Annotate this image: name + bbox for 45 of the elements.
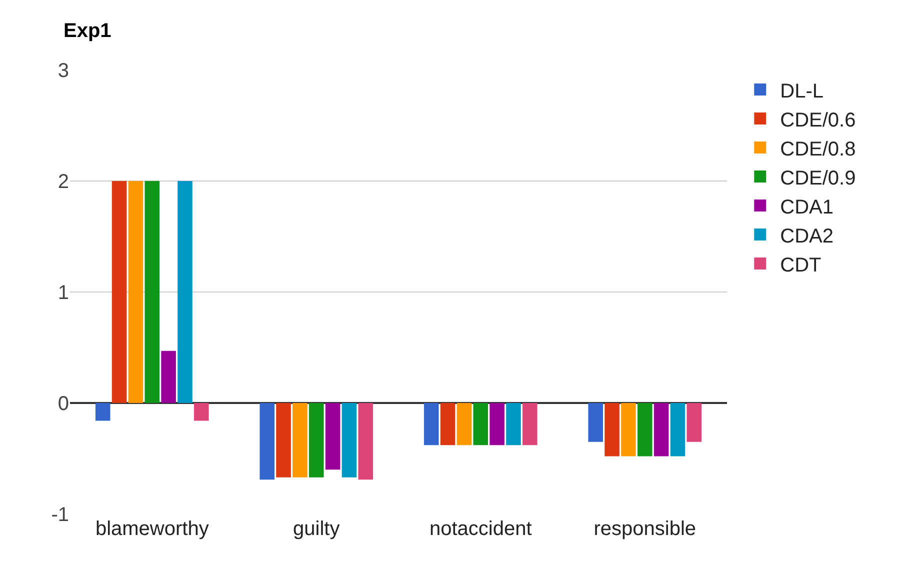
y-tick-label: 0 <box>58 393 69 415</box>
bar <box>144 181 160 403</box>
y-tick-label: 3 <box>58 60 69 82</box>
bar <box>637 403 652 456</box>
bar <box>325 403 340 470</box>
x-tick-label: blameworthy <box>95 518 209 540</box>
legend-label: CDE/0.6 <box>780 109 856 132</box>
bar <box>440 403 456 446</box>
legend-label: CDE/0.9 <box>780 167 856 190</box>
x-tick-label: responsible <box>594 518 696 540</box>
bar <box>490 403 504 446</box>
bar <box>654 403 669 456</box>
bar <box>670 403 686 456</box>
legend-label: CDA2 <box>780 225 834 248</box>
x-tick-label: guilty <box>293 518 340 540</box>
bar <box>621 403 636 456</box>
x-tick-label: notaccident <box>429 518 532 540</box>
y-tick-label: -1 <box>51 504 69 526</box>
bar <box>456 403 472 446</box>
legend-label: CDE/0.8 <box>780 138 856 160</box>
bar <box>95 403 110 421</box>
chart-title: Exp1 <box>63 20 112 42</box>
bar <box>112 181 127 403</box>
bar <box>604 403 620 456</box>
bar <box>128 181 144 403</box>
bar <box>178 181 192 403</box>
bar <box>276 403 291 478</box>
bar <box>522 403 538 446</box>
bar <box>308 403 324 478</box>
legend-label: CDT <box>780 254 822 276</box>
legend-label: DL-L <box>780 80 824 102</box>
bar <box>161 350 176 403</box>
bar <box>292 403 308 478</box>
bar <box>424 403 439 446</box>
legend-label: CDA1 <box>780 196 834 218</box>
bar <box>260 403 274 480</box>
y-tick-label: 1 <box>58 282 69 304</box>
bar <box>194 403 209 421</box>
bar <box>473 403 488 446</box>
bar <box>506 403 521 446</box>
bar <box>686 403 702 442</box>
bar <box>342 403 357 478</box>
y-tick-label: 2 <box>58 171 69 193</box>
bar <box>588 403 603 442</box>
bar <box>358 403 374 480</box>
